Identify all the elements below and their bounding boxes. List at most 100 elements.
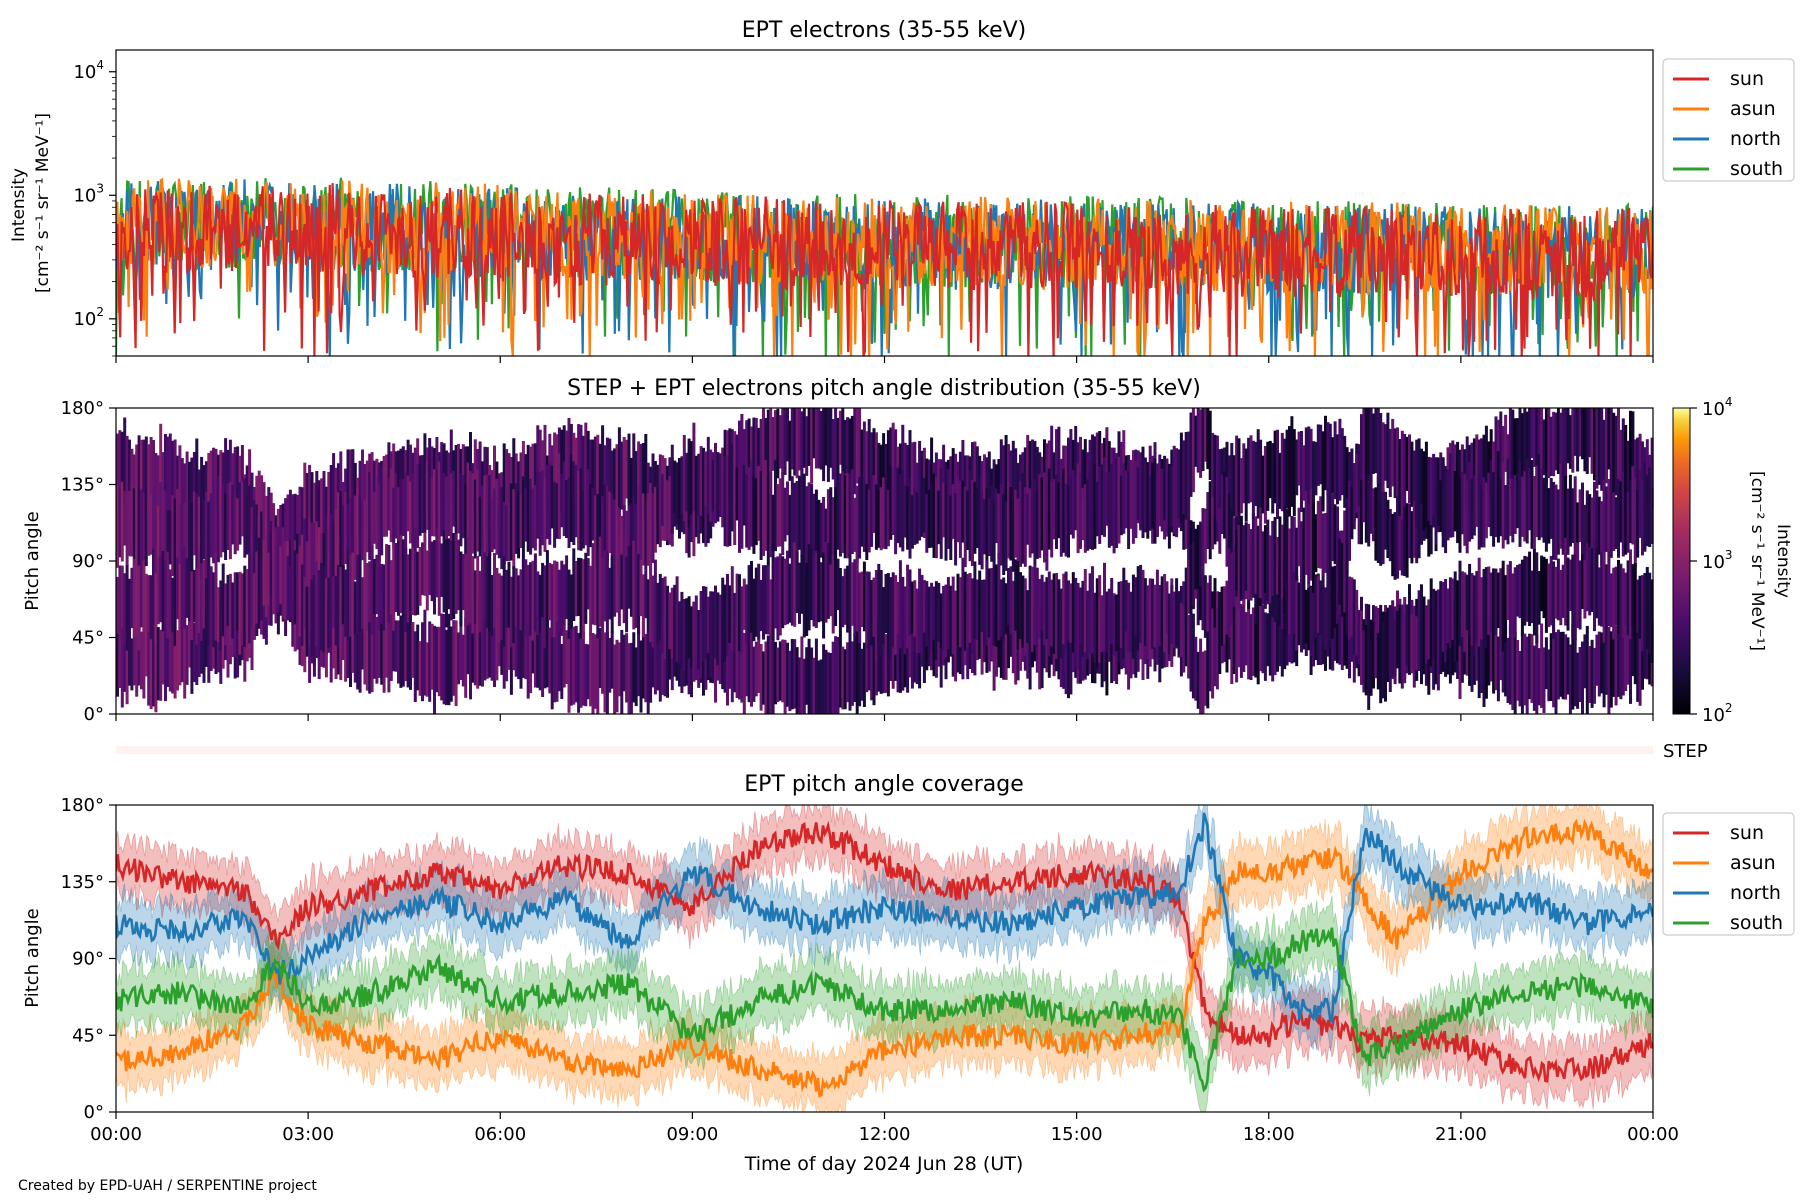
pad-heatmap-cell — [370, 617, 374, 693]
pad-heatmap-cell — [272, 530, 276, 615]
pad-heatmap-cell — [387, 478, 391, 531]
pad-heatmap-cell — [769, 579, 773, 635]
pad-heatmap-cell — [639, 444, 643, 506]
pad-heatmap-cell — [1367, 621, 1371, 710]
pad-heatmap-cell — [620, 554, 624, 610]
pad-heatmap-cell — [192, 569, 196, 623]
pad-heatmap-cell — [1184, 432, 1188, 520]
pad-heatmap-cell — [1324, 513, 1327, 573]
pad-heatmap-cell — [1283, 438, 1287, 513]
pad-heatmap-cell — [1573, 553, 1577, 641]
pad-heatmap-cell — [629, 642, 633, 714]
pad-heatmap-cell — [906, 486, 910, 550]
pad-heatmap-cell — [757, 465, 761, 541]
pad-heatmap-cell — [858, 572, 862, 643]
pad-heatmap-cell — [1643, 573, 1647, 639]
pad-heatmap-cell — [759, 644, 763, 711]
x-tick-label: 18:00 — [1243, 1124, 1295, 1145]
pad-heatmap-cell — [569, 454, 573, 542]
pad-heatmap-cell — [572, 548, 576, 621]
pad-heatmap-cell — [1069, 607, 1073, 695]
pad-heatmap-cell — [615, 444, 619, 521]
colorbar-tick-label: 102 — [1702, 701, 1733, 726]
pad-heatmap-cell — [197, 625, 201, 677]
pad-heatmap-cell — [1626, 492, 1630, 553]
pad-heatmap-cell — [161, 452, 165, 506]
pad-heatmap-cell — [759, 418, 763, 497]
pad-heatmap-cell — [380, 596, 384, 685]
pad-heatmap-cells — [116, 408, 1654, 714]
pad-heatmap-cell — [867, 571, 871, 631]
pad-heatmap-cell — [1211, 608, 1215, 699]
pad-heatmap-cell — [577, 470, 581, 551]
pad-heatmap-cell — [728, 632, 732, 689]
pad-heatmap-cell — [1583, 504, 1587, 566]
pad-heatmap-cell — [315, 521, 319, 587]
pad-heatmap-cell — [1338, 538, 1342, 605]
pad-heatmap-cell — [747, 418, 751, 481]
pad-heatmap-y-ticks: 0°45°90°135°180° — [61, 398, 116, 725]
pad-heatmap-cell — [764, 460, 768, 551]
pad-heatmap-cell — [1256, 595, 1260, 685]
pad-heatmap-cell — [1002, 607, 1006, 680]
pad-heatmap-cell — [750, 561, 753, 633]
step-strip-panel: STEP — [116, 741, 1708, 762]
pad-heatmap-cell — [1576, 652, 1580, 709]
pad-heatmap-cell — [1263, 612, 1267, 681]
pad-heatmap-cell — [197, 550, 201, 634]
pad-heatmap-cell — [324, 513, 328, 601]
pad-heatmap-cell — [1621, 471, 1625, 557]
pad-heatmap-cell — [1530, 408, 1534, 459]
pad-heatmap-cell — [541, 608, 545, 697]
pad-heatmap-cell — [1340, 608, 1344, 670]
pad-heatmap-cell — [1448, 453, 1452, 538]
pad-heatmap-cell — [891, 422, 895, 513]
pad-heatmap-cell — [1578, 560, 1582, 630]
pad-heatmap-cell — [1477, 557, 1481, 647]
pad-heatmap-cell — [363, 464, 367, 529]
pad-heatmap-cell — [509, 576, 513, 648]
pad-heatmap-cell — [1597, 631, 1601, 697]
pad-heatmap-cell — [908, 569, 912, 636]
pad-heatmap-cell — [846, 417, 850, 476]
pad-heatmap-cell — [922, 605, 926, 683]
pad-heatmap-cell — [978, 570, 982, 657]
pad-heatmap-cell — [1638, 575, 1642, 639]
pad-heatmap-cell — [1556, 408, 1560, 474]
pad-heatmap-cell — [750, 426, 753, 480]
pad-heatmap-cell — [461, 554, 465, 611]
pad-heatmap-cell — [1643, 462, 1647, 552]
pad-heatmap-cell — [385, 544, 388, 630]
pad-heatmap-cell — [733, 626, 737, 693]
pad-heatmap-cell — [147, 444, 151, 517]
pad-heatmap-cell — [1059, 481, 1063, 557]
pad-heatmap-cell — [171, 577, 175, 633]
pad-heatmap-cell — [1530, 570, 1534, 624]
pad-heatmap-cell — [879, 444, 883, 504]
pad-heatmap-cell — [954, 606, 958, 682]
pad-heatmap-cell — [212, 479, 216, 564]
pad-heatmap-cell — [1098, 575, 1102, 663]
pad-heatmap-cell — [910, 621, 914, 689]
pad-heatmap-cell — [1175, 448, 1179, 538]
pad-heatmap-cell — [1499, 568, 1503, 643]
pad-heatmap-cell — [1571, 488, 1575, 543]
pad-heatmap-cell — [1189, 614, 1193, 692]
pad-heatmap-cell — [1297, 431, 1301, 486]
pad-heatmap-cell — [423, 465, 427, 534]
pad-heatmap-cell — [375, 477, 379, 550]
pad-heatmap-cell — [543, 424, 547, 513]
pad-heatmap-cell — [457, 479, 460, 534]
pad-heatmap-cell — [1288, 426, 1291, 517]
pad-heatmap-cell — [1107, 471, 1111, 548]
pad-heatmap-cell — [747, 467, 751, 550]
pad-heatmap-cell — [942, 586, 946, 651]
pad-heatmap-cell — [822, 497, 826, 560]
pad-heatmap-cell — [1624, 425, 1628, 494]
pad-heatmap-cell — [1117, 456, 1121, 544]
pad-heatmap-cell — [903, 485, 907, 538]
pad-heatmap-cell — [1549, 416, 1553, 476]
pad-heatmap-cell — [574, 561, 578, 617]
pad-heatmap-cell — [951, 484, 955, 540]
pad-heatmap-cell — [425, 550, 429, 611]
